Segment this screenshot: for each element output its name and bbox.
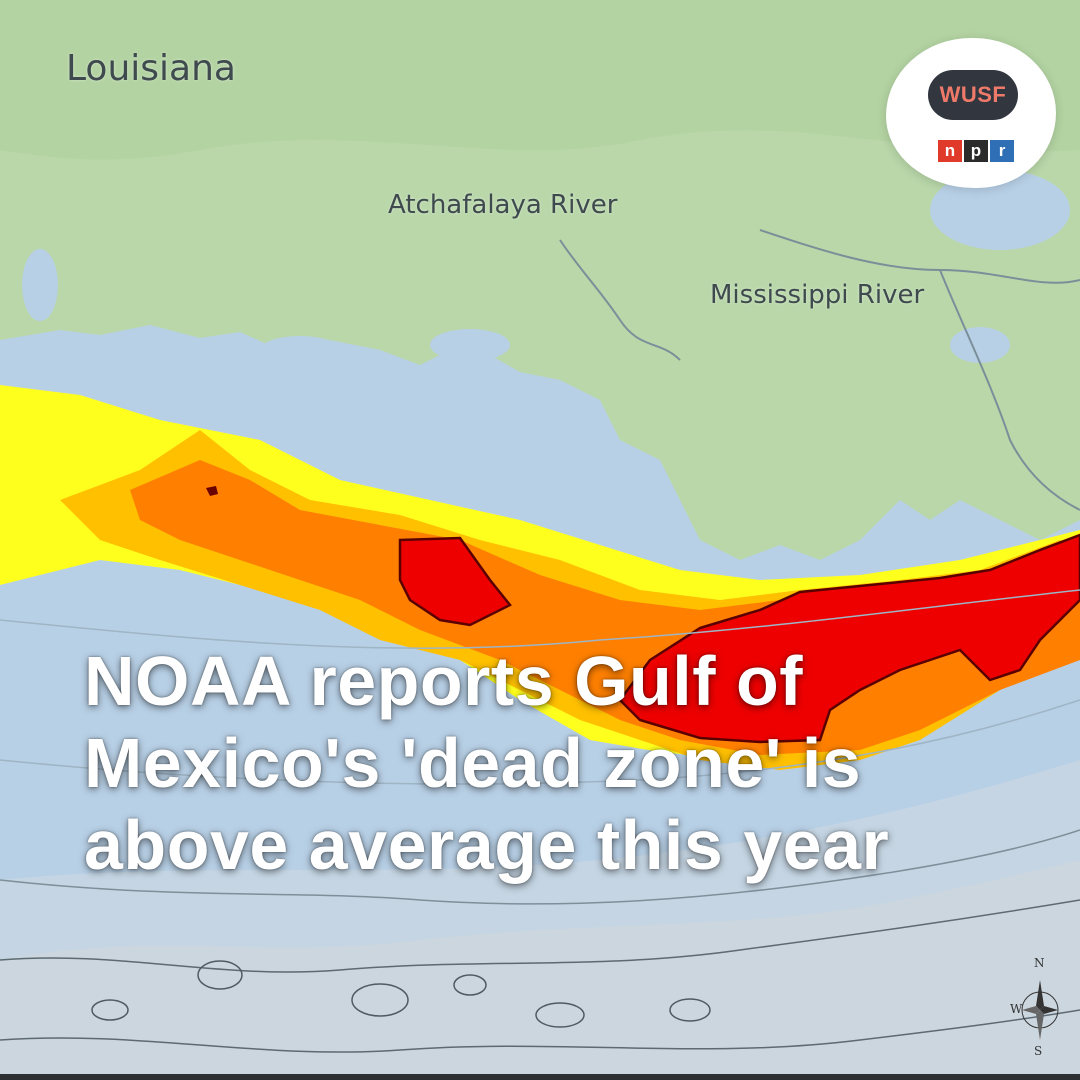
atchafalaya-river-label: Atchafalaya River	[388, 190, 618, 220]
npr-letter-p: p	[964, 140, 988, 162]
deep-water	[0, 860, 1080, 1080]
hypoxia-zone-severe-east	[618, 533, 1080, 744]
white-lake	[260, 336, 340, 364]
compass-star-icon	[1021, 980, 1059, 1040]
wusf-npr-logo: WUSF n p r	[886, 38, 1056, 188]
mississippi-river-line	[759, 229, 1080, 284]
river-delta-line	[939, 269, 1080, 511]
depth-contour	[0, 899, 1080, 973]
depth-contour	[0, 589, 1080, 650]
calcasieu-lake	[22, 249, 58, 321]
atchafalaya-river-line	[559, 239, 681, 361]
wusf-wordmark: WUSF	[939, 82, 1007, 107]
depth-contour	[0, 699, 1080, 785]
compass-south: S	[1034, 1044, 1043, 1058]
land-texture	[0, 0, 1080, 160]
mississippi-river-label: Mississippi River	[710, 280, 925, 310]
headline: NOAA reports Gulf of Mexico's 'dead zone…	[84, 642, 890, 884]
compass-west: W	[1010, 1002, 1023, 1016]
vermilion-bay	[430, 329, 510, 361]
depth-contour	[0, 829, 1080, 905]
compass-north: N	[1034, 956, 1045, 970]
npr-logo: n p r	[938, 140, 1014, 162]
depth-contour	[0, 1009, 1080, 1053]
npr-letter-n: n	[938, 140, 962, 162]
louisiana-label: Louisiana	[66, 48, 236, 89]
hypoxia-zone-severe-west	[398, 536, 512, 627]
lake-pontchartrain	[930, 170, 1070, 250]
lake-borgne	[950, 327, 1010, 363]
seafloor-features	[91, 960, 711, 1028]
hypoxia-zone-spot	[206, 486, 218, 496]
compass-rose-icon: N W S	[1010, 950, 1080, 1062]
bottom-border	[0, 1074, 1080, 1080]
npr-letter-r: r	[990, 140, 1014, 162]
wusf-badge: WUSF	[928, 70, 1018, 120]
